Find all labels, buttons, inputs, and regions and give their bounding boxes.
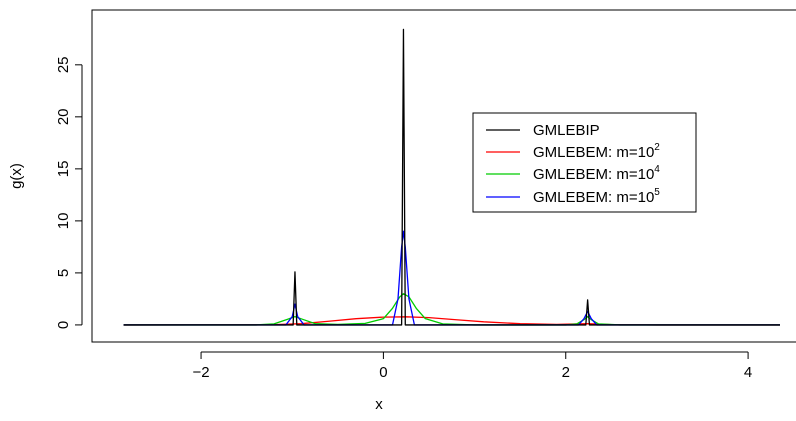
legend-label: GMLEBEM: m=105 (533, 187, 660, 206)
y-tick-label: 0 (55, 321, 72, 329)
x-tick-label: 2 (562, 364, 570, 381)
x-tick-label: 4 (744, 364, 752, 381)
series-line-2 (123, 293, 780, 326)
series-line-0 (123, 28, 780, 326)
y-tick-label: 20 (55, 108, 72, 125)
legend: GMLEBIP GMLEBEM: m=102 GMLEBEM: m=104 GMLEB… (472, 112, 697, 213)
y-tick-label: 15 (55, 161, 72, 178)
y-tick-label: 10 (55, 213, 72, 230)
legend-label: GMLEBEM: m=104 (533, 164, 660, 183)
plot-frame (91, 9, 796, 343)
x-axis-label: x (375, 396, 383, 413)
x-tick-label: 0 (379, 364, 387, 381)
series-line-3 (123, 230, 780, 326)
y-tick-label: 25 (55, 56, 72, 73)
axes: −2 0 2 4 0 5 10 15 20 25 (55, 56, 752, 381)
legend-label: GMLEBEM: m=102 (533, 142, 660, 161)
x-tick-label: −2 (193, 364, 210, 381)
y-axis-label: g(x) (8, 163, 25, 189)
legend-label: GMLEBIP (533, 122, 600, 139)
series-layer (123, 28, 780, 326)
y-tick-label: 5 (55, 269, 72, 277)
